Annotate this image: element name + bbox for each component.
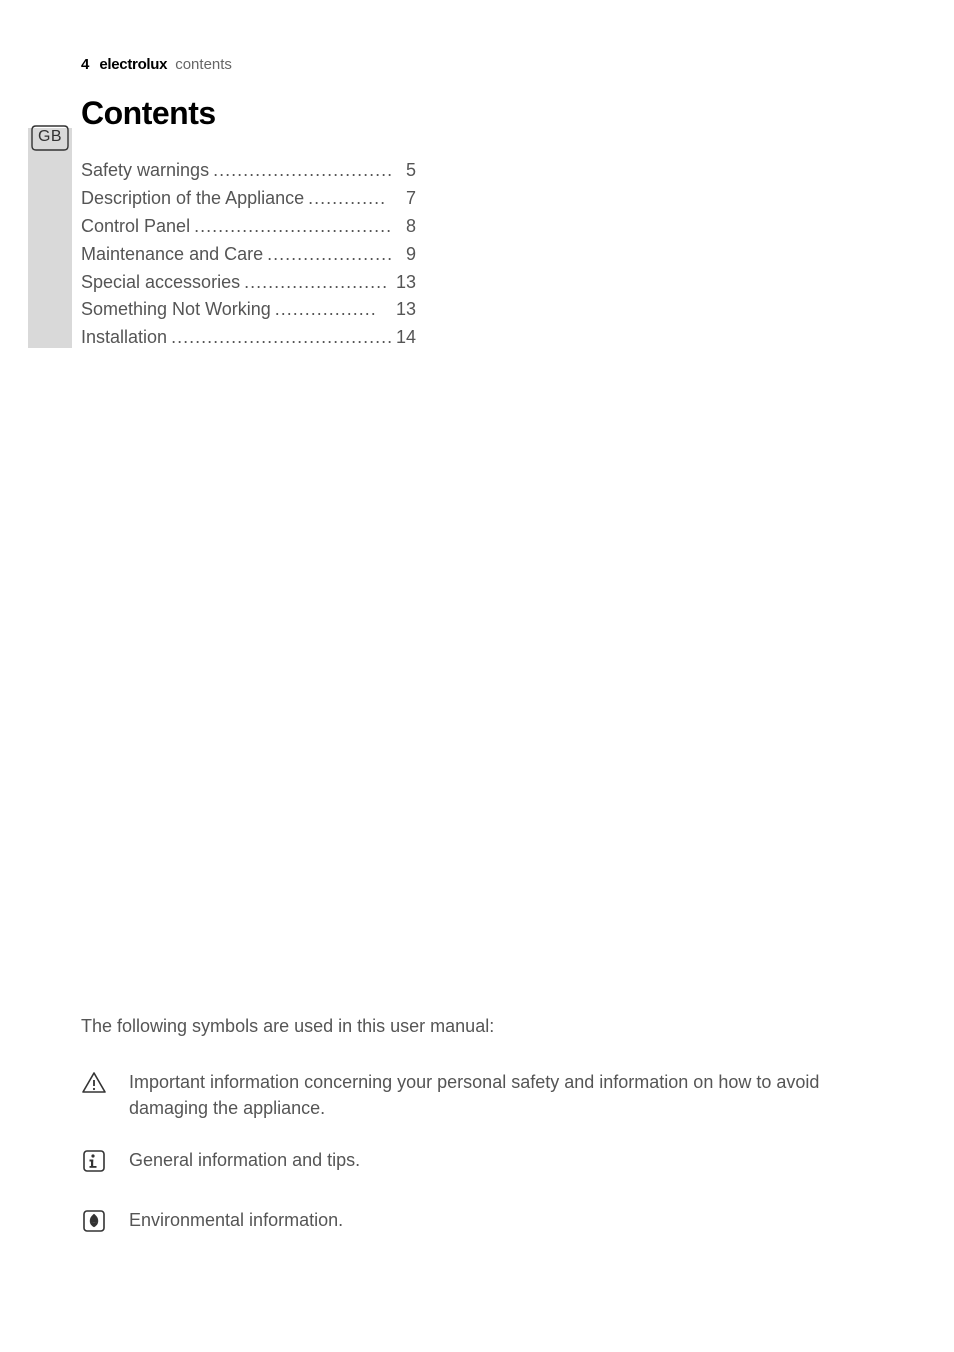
toc-page: 13 <box>392 269 416 297</box>
toc-dots: ........................ <box>240 269 392 297</box>
symbol-row-environment: Environmental information. <box>81 1207 343 1233</box>
toc-item: Description of the Appliance ...........… <box>81 185 416 213</box>
info-icon <box>81 1149 107 1173</box>
toc-dots: ..................... <box>263 241 392 269</box>
toc-label: Safety warnings <box>81 157 209 185</box>
toc-page: 13 <box>392 296 416 324</box>
toc-dots: ............................... <box>209 157 392 185</box>
page-number: 4 <box>81 56 89 73</box>
toc-label: Something Not Working <box>81 296 271 324</box>
toc-page: 9 <box>392 241 416 269</box>
symbols-intro: The following symbols are used in this u… <box>81 1016 494 1037</box>
language-badge: GB <box>30 128 70 156</box>
toc-page: 7 <box>392 185 416 213</box>
toc-label: Installation <box>81 324 167 352</box>
language-badge-outline <box>30 124 70 156</box>
toc-item: Something Not Working ................. … <box>81 296 416 324</box>
toc-page: 8 <box>392 213 416 241</box>
symbol-row-warning: Important information concerning your pe… <box>81 1069 889 1121</box>
toc-dots: ............. <box>304 185 392 213</box>
header-section: contents <box>175 56 232 73</box>
warning-icon <box>81 1071 107 1095</box>
environment-icon <box>81 1209 107 1233</box>
brand-name: electrolux <box>99 56 167 73</box>
toc-dots: ................................... <box>190 213 392 241</box>
table-of-contents: Safety warnings ........................… <box>81 157 416 352</box>
symbol-row-info: General information and tips. <box>81 1147 360 1173</box>
toc-item: Control Panel ..........................… <box>81 213 416 241</box>
toc-dots: ...................................... <box>167 324 392 352</box>
toc-page: 14 <box>392 324 416 352</box>
symbol-text: General information and tips. <box>129 1147 360 1173</box>
toc-item: Safety warnings ........................… <box>81 157 416 185</box>
toc-page: 5 <box>392 157 416 185</box>
symbol-text: Environmental information. <box>129 1207 343 1233</box>
toc-label: Description of the Appliance <box>81 185 304 213</box>
toc-dots: ................. <box>271 296 392 324</box>
page-title: Contents <box>81 95 216 132</box>
toc-item: Special accessories ....................… <box>81 269 416 297</box>
toc-item: Installation ...........................… <box>81 324 416 352</box>
symbol-text: Important information concerning your pe… <box>129 1069 889 1121</box>
page-header: 4 electrolux contents <box>81 56 232 73</box>
sidebar-tab <box>28 128 72 348</box>
toc-item: Maintenance and Care ...................… <box>81 241 416 269</box>
toc-label: Special accessories <box>81 269 240 297</box>
toc-label: Control Panel <box>81 213 190 241</box>
toc-label: Maintenance and Care <box>81 241 263 269</box>
